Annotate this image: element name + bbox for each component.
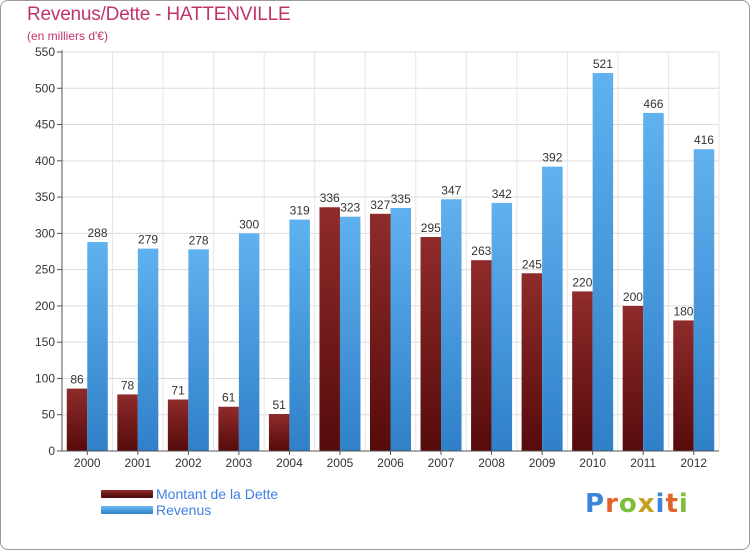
data-label-revenus-2012: 416 [694, 133, 714, 147]
data-label-revenus-2009: 392 [542, 151, 562, 165]
chart-title: Revenus/Dette - HATTENVILLE [27, 4, 291, 25]
data-label-revenus-2007: 347 [441, 183, 461, 197]
data-label-revenus-2001: 279 [138, 233, 158, 247]
data-label-dette-2010: 220 [572, 275, 592, 289]
legend-label-dette: Montant de la Dette [156, 486, 279, 502]
bar-dette-2011 [622, 305, 644, 451]
y-tick-label: 450 [35, 118, 55, 132]
bar-dette-2005 [319, 207, 340, 451]
logo-letter: t [665, 489, 679, 519]
x-tick-label: 2002 [175, 456, 202, 470]
data-label-dette-2004: 51 [272, 398, 286, 412]
bar-dette-2001 [117, 394, 138, 451]
bar-dette-2008 [471, 260, 492, 451]
x-tick-label: 2003 [226, 456, 253, 470]
y-tick-label: 500 [35, 81, 55, 95]
y-tick-label: 400 [35, 154, 55, 168]
bar-dette-2010 [572, 291, 593, 451]
legend-swatch-revenus [101, 506, 153, 514]
x-tick-label: 2005 [327, 456, 354, 470]
y-tick-label: 50 [42, 408, 56, 422]
y-tick-label: 0 [48, 444, 55, 458]
bar-revenus-2012 [693, 149, 715, 451]
x-tick-label: 2012 [680, 456, 707, 470]
bar-revenus-2006 [390, 207, 411, 451]
y-tick-label: 150 [35, 335, 55, 349]
data-label-revenus-2008: 342 [492, 187, 512, 201]
bar-revenus-2004 [289, 219, 310, 451]
data-label-revenus-2011: 466 [643, 97, 663, 111]
bar-revenus-2005 [339, 216, 361, 451]
logo-letter: P [585, 489, 606, 519]
x-tick-label: 2004 [276, 456, 303, 470]
y-tick-label: 100 [35, 371, 55, 385]
data-label-dette-2005: 336 [320, 191, 340, 205]
data-label-revenus-2002: 278 [189, 233, 209, 247]
data-label-dette-2009: 245 [522, 257, 542, 271]
data-label-dette-2011: 200 [623, 290, 643, 304]
data-label-dette-2006: 327 [370, 198, 390, 212]
x-tick-label: 2007 [428, 456, 455, 470]
bar-revenus-2003 [238, 233, 260, 451]
logo-letter: r [605, 489, 619, 519]
bar-dette-2003 [218, 406, 239, 451]
data-label-dette-2001: 78 [121, 378, 135, 392]
y-tick-label: 550 [35, 45, 55, 59]
data-label-dette-2002: 71 [171, 383, 185, 397]
data-label-revenus-2010: 521 [593, 57, 613, 71]
bar-revenus-2011 [643, 112, 664, 452]
bar-revenus-2010 [592, 73, 614, 452]
legend-swatch-dette [101, 490, 153, 498]
proxiti-logo: Proxiti [585, 489, 689, 519]
bar-dette-2002 [167, 399, 189, 451]
y-tick-label: 250 [35, 263, 55, 277]
y-tick-label: 300 [35, 226, 55, 240]
data-label-dette-2007: 295 [421, 221, 441, 235]
logo-letter: i [678, 489, 689, 519]
bar-dette-2006 [370, 213, 391, 451]
x-tick-label: 2001 [124, 456, 151, 470]
logo-letter: x [637, 489, 656, 519]
legend-label-revenus: Revenus [156, 502, 212, 518]
x-tick-label: 2008 [478, 456, 505, 470]
bar-dette-2000 [66, 388, 88, 451]
bar-dette-2009 [521, 273, 543, 451]
data-label-dette-2003: 61 [222, 391, 236, 405]
x-tick-label: 2006 [377, 456, 404, 470]
bar-revenus-2001 [137, 248, 159, 451]
bar-dette-2012 [673, 320, 694, 451]
x-tick-label: 2011 [630, 456, 656, 470]
data-label-dette-2008: 263 [471, 244, 491, 258]
bar-revenus-2000 [87, 242, 108, 451]
chart-subtitle: (en milliers d'€) [27, 29, 108, 43]
x-tick-label: 2009 [529, 456, 556, 470]
x-tick-label: 2000 [74, 456, 101, 470]
y-tick-label: 200 [35, 299, 55, 313]
bar-dette-2007 [420, 236, 442, 451]
bar-revenus-2002 [188, 249, 209, 451]
x-tick-label: 2010 [579, 456, 606, 470]
data-label-revenus-2005: 323 [340, 201, 360, 215]
bar-revenus-2008 [491, 202, 513, 451]
bar-revenus-2009 [542, 166, 563, 451]
bar-revenus-2007 [441, 199, 462, 451]
data-label-revenus-2006: 335 [391, 192, 411, 206]
data-label-dette-2000: 86 [70, 373, 84, 387]
y-tick-label: 350 [35, 190, 55, 204]
logo-letter: o [618, 489, 638, 519]
data-label-revenus-2003: 300 [239, 217, 259, 231]
data-label-dette-2012: 180 [673, 304, 693, 318]
bar-dette-2004 [268, 414, 290, 451]
logo-letter: i [655, 489, 666, 519]
data-label-revenus-2000: 288 [88, 226, 108, 240]
data-label-revenus-2004: 319 [290, 204, 310, 218]
